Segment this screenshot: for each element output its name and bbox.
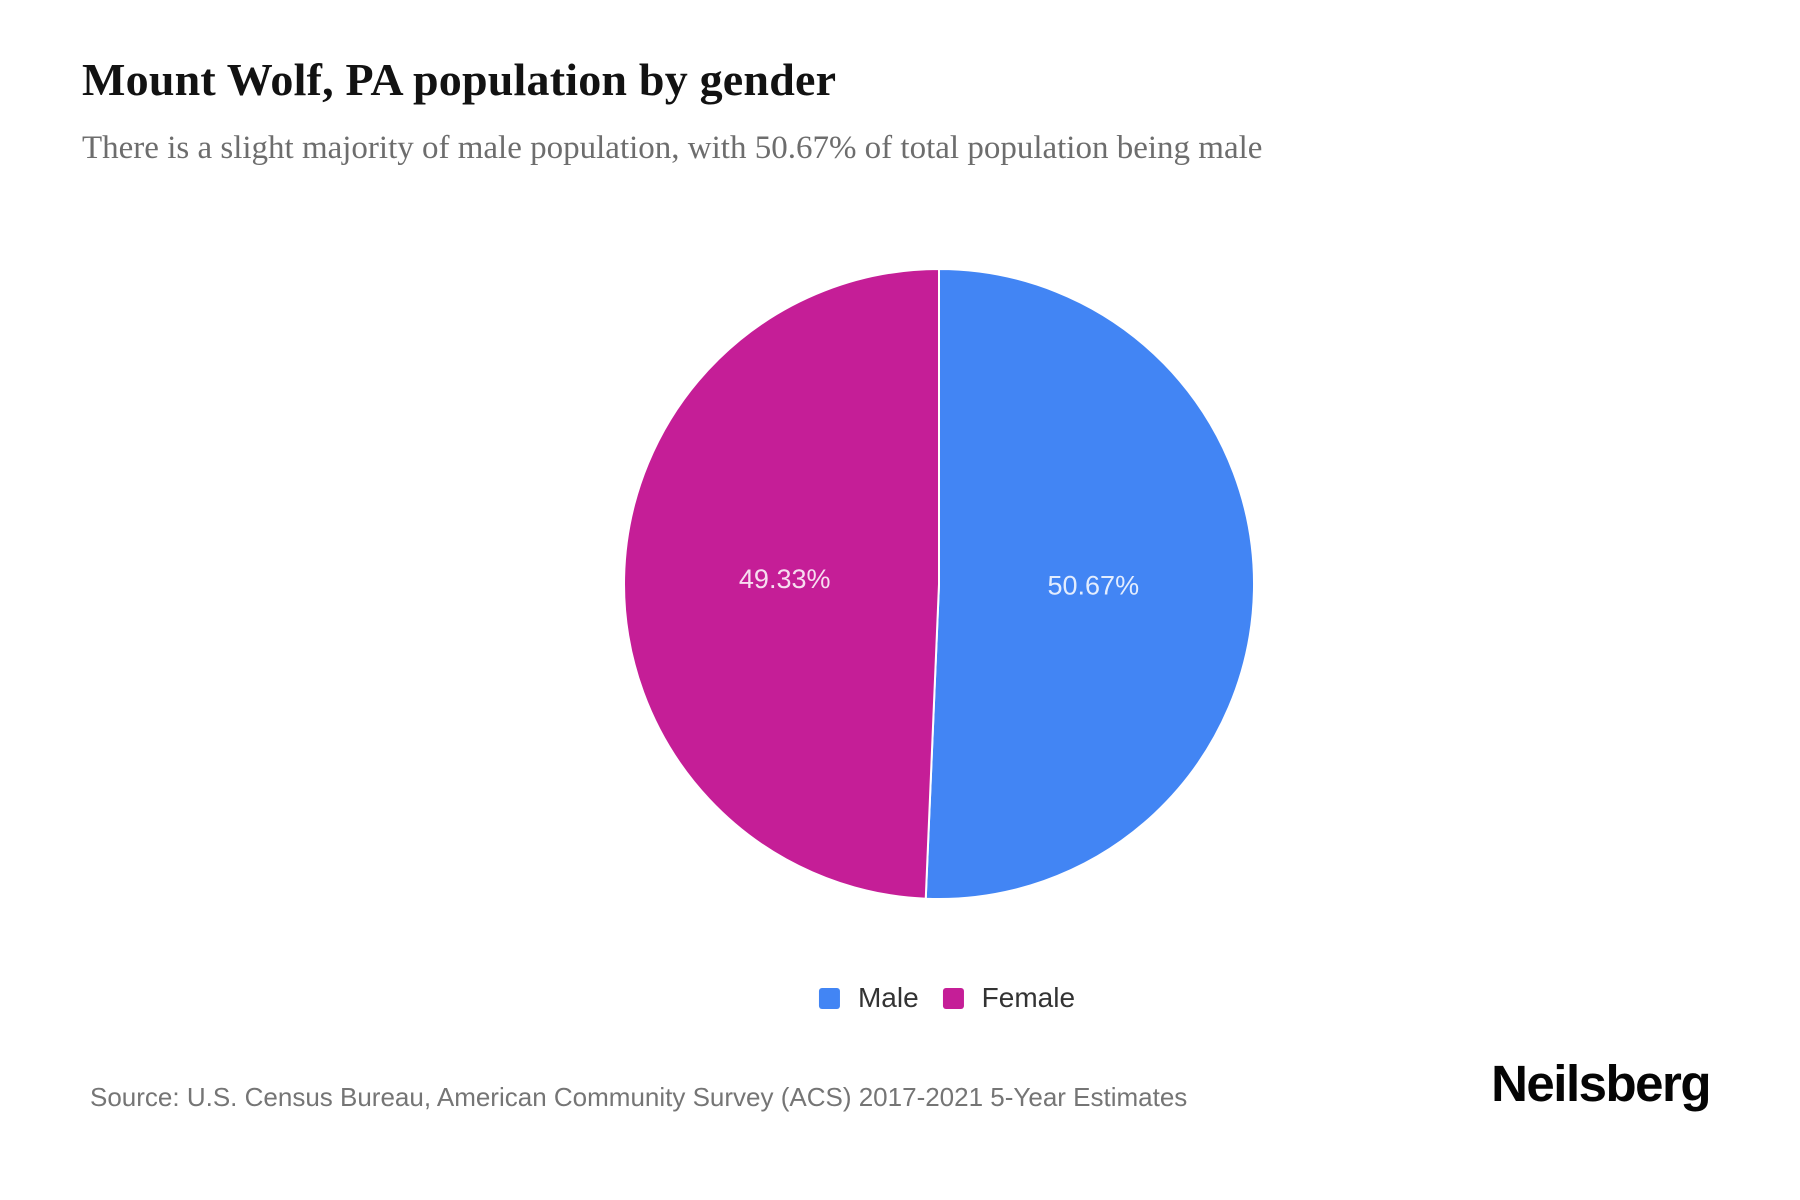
pie-slice-female[interactable] <box>623 268 940 900</box>
legend-item-female[interactable]: Female <box>942 982 1076 1014</box>
pie-chart: 50.67% 49.33% <box>619 264 1259 904</box>
legend-swatch-male <box>818 987 840 1009</box>
legend-item-male[interactable]: Male <box>818 982 919 1014</box>
chart-legend: Male Female <box>818 982 1076 1014</box>
legend-label-female: Female <box>981 982 1076 1013</box>
pie-slice-label-male: 50.67% <box>1048 570 1140 600</box>
page-title: Mount Wolf, PA population by gender <box>82 54 837 105</box>
legend-swatch-female <box>942 987 964 1009</box>
pie-slice-male[interactable] <box>924 268 1255 900</box>
source-text: Source: U.S. Census Bureau, American Com… <box>90 1082 1188 1112</box>
pie-chart-svg: 50.67% 49.33% <box>623 268 1255 900</box>
brand-logo: Neilsberg <box>1491 1055 1711 1112</box>
page-subtitle: There is a slight majority of male popul… <box>82 130 1263 166</box>
legend-label-male: Male <box>857 982 919 1013</box>
pie-slice-label-female: 49.33% <box>739 564 831 594</box>
